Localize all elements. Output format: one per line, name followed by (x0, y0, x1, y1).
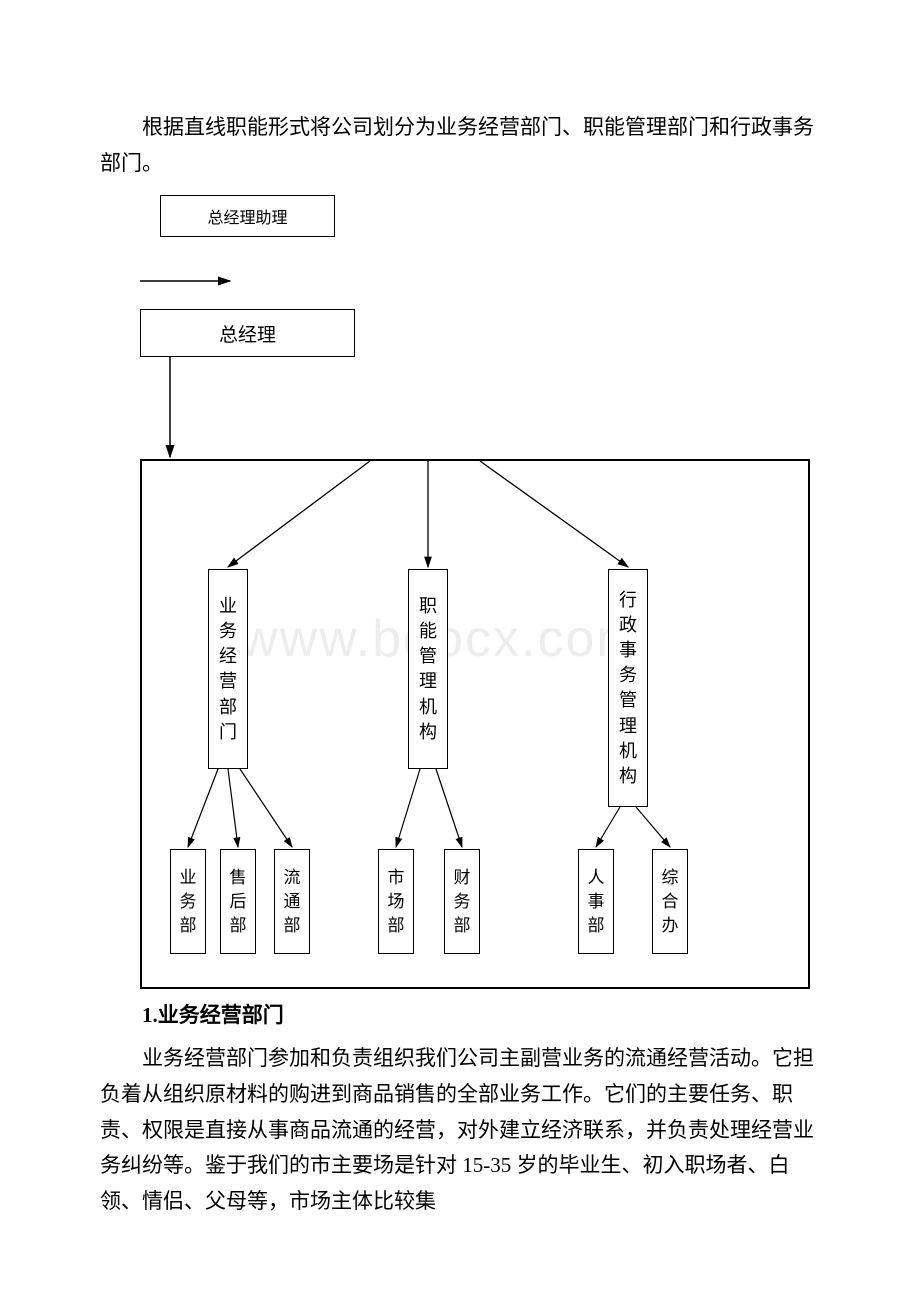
node-business-dept: 业 务 经 营 部 门 (208, 569, 248, 769)
leaf-finance: 财 务 部 (444, 849, 480, 954)
body-paragraph: 业务经营部门参加和负责组织我们公司主副营业务的流通经营活动。它担负着从组织原材料… (100, 1041, 820, 1219)
leaf-business: 业 务 部 (170, 849, 206, 954)
leaf-distribution: 流 通 部 (274, 849, 310, 954)
node-general-manager: 总经理 (140, 309, 355, 357)
leaf-aftersales: 售 后 部 (220, 849, 256, 954)
leaf-hr: 人 事 部 (578, 849, 614, 954)
node-admin-dept: 行 政 事 务 管 理 机 构 (608, 569, 648, 807)
node-functional-dept: 职 能 管 理 机 构 (408, 569, 448, 769)
section-heading: 1.业务经营部门 (100, 999, 820, 1029)
node-assistant: 总经理助理 (160, 195, 335, 237)
intro-paragraph: 根据直线职能形式将公司划分为业务经营部门、职能管理部门和行政事务部门。 (100, 110, 820, 181)
org-chart: 总经理助理 总经理 www.bdocx.com 业 务 经 营 部 门 职 能 … (100, 189, 820, 989)
leaf-marketing: 市 场 部 (378, 849, 414, 954)
leaf-general-office: 综 合 办 (652, 849, 688, 954)
